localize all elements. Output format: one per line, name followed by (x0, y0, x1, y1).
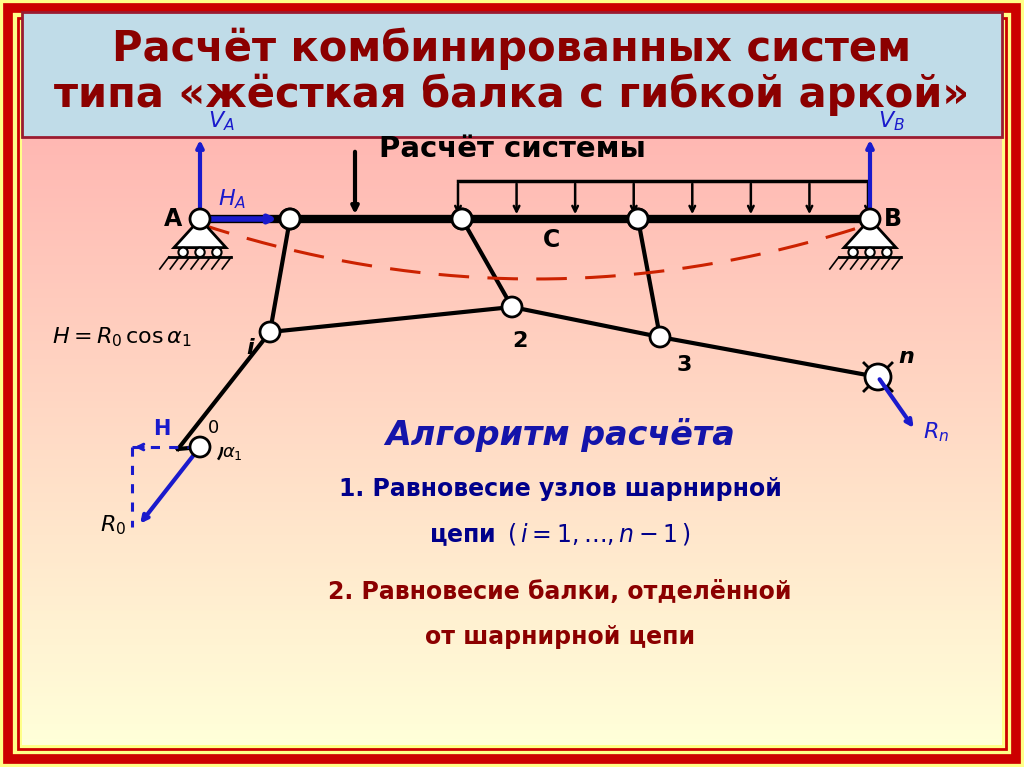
Polygon shape (22, 213, 1002, 216)
Polygon shape (22, 447, 1002, 450)
Polygon shape (22, 350, 1002, 353)
Polygon shape (22, 663, 1002, 666)
Polygon shape (22, 429, 1002, 432)
Polygon shape (22, 617, 1002, 621)
Polygon shape (22, 353, 1002, 356)
Polygon shape (22, 401, 1002, 404)
Polygon shape (22, 407, 1002, 410)
Polygon shape (22, 334, 1002, 337)
Circle shape (849, 248, 858, 257)
Text: $H = R_0\,\cos\alpha_1$: $H = R_0\,\cos\alpha_1$ (52, 325, 191, 349)
Polygon shape (22, 633, 1002, 636)
Circle shape (502, 297, 522, 317)
Polygon shape (22, 590, 1002, 593)
Polygon shape (22, 712, 1002, 715)
Polygon shape (22, 650, 1002, 653)
Polygon shape (22, 207, 1002, 210)
Polygon shape (22, 311, 1002, 314)
Polygon shape (22, 328, 1002, 331)
Polygon shape (22, 240, 1002, 243)
Polygon shape (22, 545, 1002, 548)
Polygon shape (22, 666, 1002, 669)
Polygon shape (22, 229, 1002, 231)
Polygon shape (22, 463, 1002, 466)
Polygon shape (22, 675, 1002, 678)
Polygon shape (22, 459, 1002, 463)
Polygon shape (22, 739, 1002, 742)
Polygon shape (22, 706, 1002, 709)
Polygon shape (22, 183, 1002, 186)
Circle shape (178, 248, 187, 257)
Polygon shape (22, 523, 1002, 526)
Polygon shape (22, 314, 1002, 316)
Polygon shape (22, 396, 1002, 398)
Polygon shape (22, 456, 1002, 459)
Polygon shape (22, 387, 1002, 390)
Polygon shape (22, 532, 1002, 535)
Polygon shape (22, 198, 1002, 201)
Polygon shape (22, 551, 1002, 554)
Polygon shape (22, 453, 1002, 456)
Circle shape (196, 248, 205, 257)
Polygon shape (22, 420, 1002, 423)
Polygon shape (22, 283, 1002, 286)
Polygon shape (22, 557, 1002, 560)
Polygon shape (22, 219, 1002, 222)
Polygon shape (22, 645, 1002, 647)
Polygon shape (22, 243, 1002, 246)
Polygon shape (22, 693, 1002, 696)
Polygon shape (22, 384, 1002, 387)
Polygon shape (22, 347, 1002, 350)
Polygon shape (22, 466, 1002, 469)
Text: $V_A$: $V_A$ (208, 109, 234, 133)
Polygon shape (22, 602, 1002, 605)
Polygon shape (22, 341, 1002, 344)
Circle shape (280, 209, 300, 229)
Polygon shape (22, 472, 1002, 475)
Polygon shape (22, 642, 1002, 645)
Polygon shape (22, 262, 1002, 265)
Polygon shape (22, 630, 1002, 633)
Polygon shape (22, 578, 1002, 581)
Polygon shape (22, 298, 1002, 301)
Circle shape (452, 209, 472, 229)
Polygon shape (22, 137, 1002, 140)
Polygon shape (22, 584, 1002, 587)
Polygon shape (22, 721, 1002, 724)
Polygon shape (22, 709, 1002, 712)
Polygon shape (22, 192, 1002, 195)
Polygon shape (22, 201, 1002, 204)
Polygon shape (22, 724, 1002, 727)
Polygon shape (22, 480, 1002, 483)
Polygon shape (22, 237, 1002, 240)
Circle shape (190, 209, 210, 229)
Polygon shape (22, 560, 1002, 563)
Circle shape (280, 209, 300, 229)
Polygon shape (22, 398, 1002, 401)
Text: от шарнирной цепи: от шарнирной цепи (425, 625, 695, 649)
Polygon shape (22, 611, 1002, 614)
Polygon shape (22, 499, 1002, 502)
Polygon shape (22, 176, 1002, 179)
Polygon shape (22, 678, 1002, 681)
Polygon shape (22, 489, 1002, 492)
Polygon shape (22, 292, 1002, 295)
Polygon shape (22, 554, 1002, 557)
Polygon shape (22, 170, 1002, 173)
Circle shape (628, 209, 648, 229)
Polygon shape (22, 647, 1002, 650)
Polygon shape (22, 416, 1002, 420)
Polygon shape (22, 687, 1002, 690)
Polygon shape (22, 222, 1002, 225)
Polygon shape (22, 249, 1002, 252)
Polygon shape (22, 252, 1002, 255)
Polygon shape (22, 179, 1002, 183)
Polygon shape (22, 514, 1002, 517)
Polygon shape (22, 359, 1002, 362)
Polygon shape (22, 413, 1002, 416)
Polygon shape (22, 732, 1002, 736)
Polygon shape (22, 423, 1002, 426)
Polygon shape (22, 681, 1002, 684)
Text: B: B (884, 207, 902, 231)
